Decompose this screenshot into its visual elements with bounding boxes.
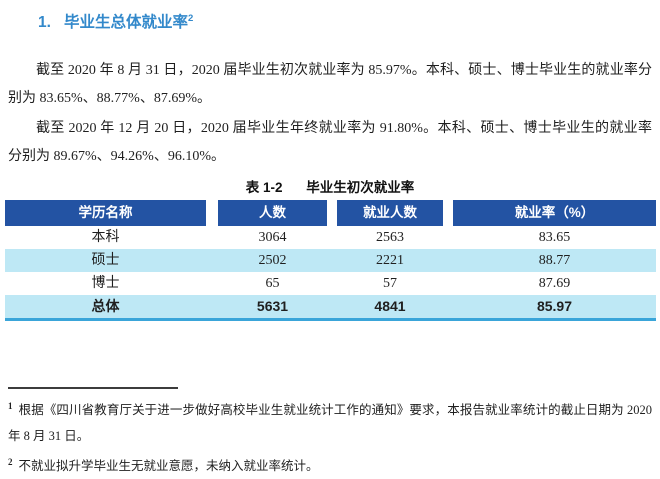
column-gap bbox=[443, 226, 453, 249]
table-cell: 65 bbox=[265, 276, 280, 291]
footnote-text: 不就业拟升学毕业生无就业意愿，未纳入就业率统计。 bbox=[18, 459, 319, 474]
table-cell: 2502 bbox=[258, 253, 287, 268]
body-paragraph-1: 截至 2020 年 8 月 31 日，2020 届毕业生初次就业率为 85.97… bbox=[8, 63, 652, 106]
section-number: 1. bbox=[38, 14, 51, 31]
table-cell: 57 bbox=[383, 276, 397, 291]
table-bottom-border bbox=[5, 318, 656, 321]
table-cell: 88.77 bbox=[538, 253, 571, 268]
table-cell: 博士 bbox=[91, 276, 120, 291]
footnote-ref: 1 bbox=[8, 401, 13, 411]
table-cell: 85.97 bbox=[536, 298, 573, 314]
table-row: 博士 65 57 87.69 bbox=[5, 272, 656, 295]
header-column-gap bbox=[327, 200, 337, 226]
table-caption-title: 毕业生初次就业率 bbox=[306, 180, 415, 195]
body-paragraph-2: 截至 2020 年 12 月 20 日，2020 届毕业生年终就业率为 91.8… bbox=[8, 121, 652, 164]
footnotes: 1 根据《四川省教育厅关于进一步做好高校毕业生就业统计工作的通知》要求，本报告就业… bbox=[8, 393, 652, 479]
table-header-row: 学历名称 人数 就业人数 就业率（%） bbox=[5, 200, 656, 226]
table-caption-label: 表 1-2 bbox=[245, 180, 283, 195]
table-cell: 2563 bbox=[376, 230, 404, 245]
column-header: 学历名称 bbox=[5, 200, 206, 226]
column-gap bbox=[443, 295, 453, 318]
table-cell: 4841 bbox=[374, 298, 406, 314]
column-gap bbox=[206, 249, 218, 272]
report-page: { "heading": { "number": "1.", "title": … bbox=[0, 10, 660, 474]
table-cell: 87.69 bbox=[538, 276, 571, 291]
employment-rate-table: 学历名称 人数 就业人数 就业率（%） 本科 3064 2563 83.65 硕士 2502 22… bbox=[5, 200, 656, 321]
table-cell: 3064 bbox=[258, 230, 287, 245]
column-header: 就业人数 bbox=[337, 200, 443, 226]
table-cell: 硕士 bbox=[91, 253, 120, 268]
table-row: 本科 3064 2563 83.65 bbox=[5, 226, 656, 249]
table-cell: 5631 bbox=[256, 298, 289, 314]
table-row: 硕士 2502 2221 88.77 bbox=[5, 249, 656, 272]
column-gap bbox=[206, 295, 218, 318]
header-column-gap bbox=[443, 200, 453, 226]
footnote-item: 2 不就业拟升学毕业生无就业意愿，未纳入就业率统计。 bbox=[8, 449, 652, 479]
column-gap bbox=[443, 272, 453, 295]
section-heading: 1. 毕业生总体就业率2 bbox=[38, 10, 660, 32]
table-cell: 本科 bbox=[91, 230, 120, 245]
column-header: 就业率（%） bbox=[453, 200, 656, 226]
table-cell: 2221 bbox=[376, 253, 404, 268]
section-title: 毕业生总体就业率2 bbox=[63, 12, 194, 31]
footnote-separator bbox=[8, 387, 178, 389]
column-gap bbox=[327, 249, 337, 272]
column-header: 人数 bbox=[218, 200, 327, 226]
footnote-item: 1 根据《四川省教育厅关于进一步做好高校毕业生就业统计工作的通知》要求，本报告就业… bbox=[8, 393, 652, 449]
footnote-text: 根据《四川省教育厅关于进一步做好高校毕业生就业统计工作的通知》要求，本报告就业率… bbox=[8, 403, 652, 444]
footnote-ref: 2 bbox=[8, 457, 13, 468]
column-gap bbox=[327, 295, 337, 318]
table-cell: 总体 bbox=[91, 298, 120, 314]
column-gap bbox=[327, 272, 337, 295]
column-gap bbox=[206, 272, 218, 295]
table-row: 总体 5631 4841 85.97 bbox=[5, 295, 656, 318]
table-cell: 83.65 bbox=[538, 230, 571, 245]
employment-table-body: 本科 3064 2563 83.65 硕士 2502 2221 88.77 博士 65 57 87.6… bbox=[5, 226, 656, 318]
column-gap bbox=[443, 249, 453, 272]
column-gap bbox=[206, 226, 218, 249]
heading-footnote-ref: 2 bbox=[187, 12, 194, 24]
column-gap bbox=[327, 226, 337, 249]
header-column-gap bbox=[206, 200, 218, 226]
table-caption: 表 1-2 毕业生初次就业率 bbox=[0, 176, 660, 196]
